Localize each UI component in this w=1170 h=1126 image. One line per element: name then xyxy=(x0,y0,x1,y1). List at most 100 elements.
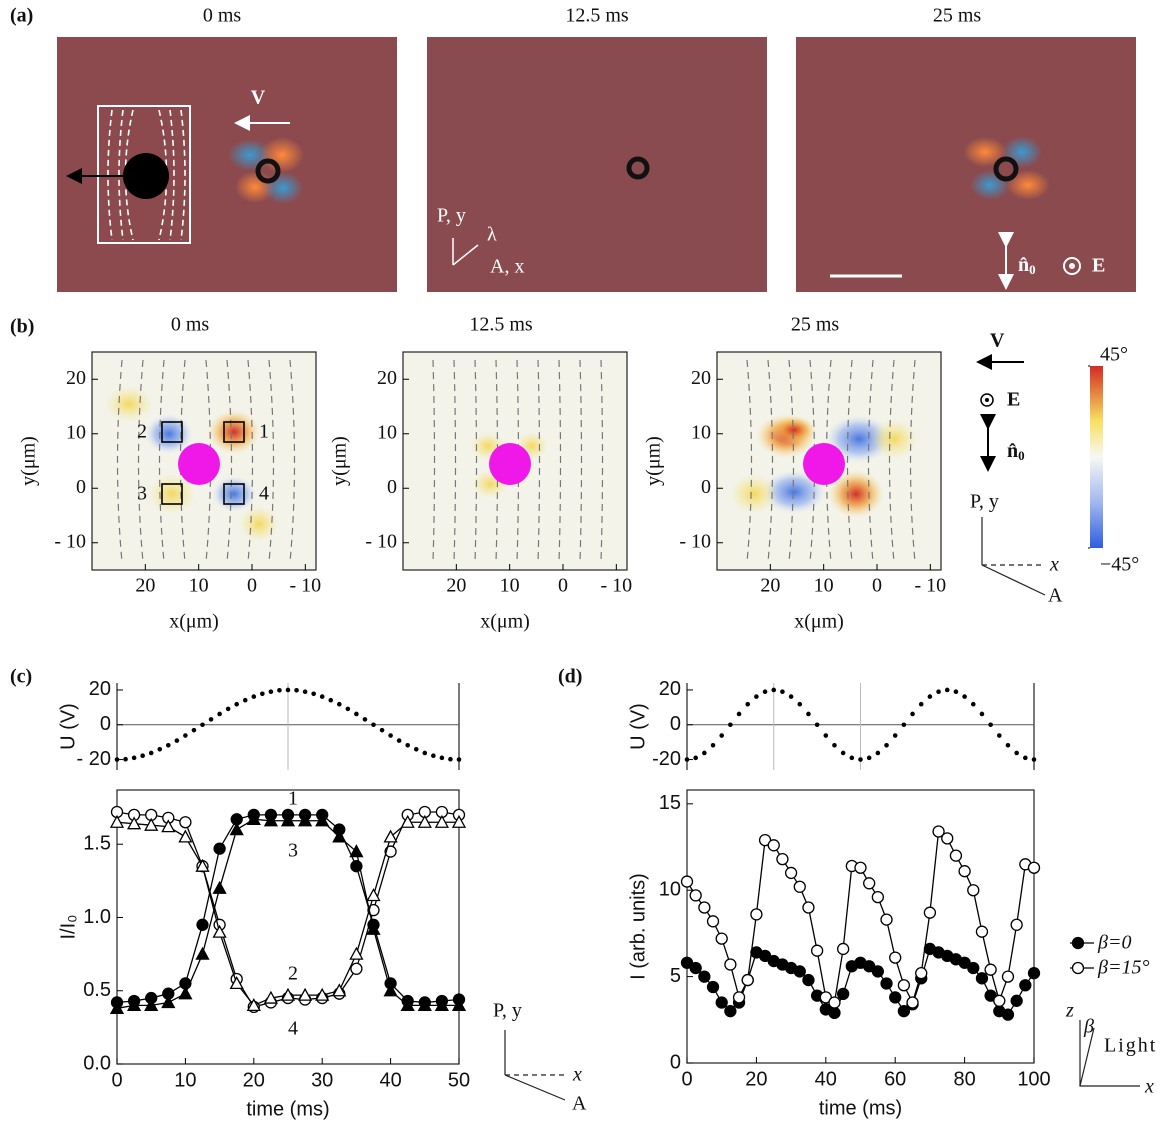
c-polarizer xyxy=(504,1030,566,1101)
marker xyxy=(941,832,954,845)
roi-label: 3 xyxy=(137,483,147,505)
marker xyxy=(776,852,789,866)
data-dot xyxy=(1023,755,1028,761)
director-symbol: n̂ xyxy=(1018,254,1029,276)
marker xyxy=(366,921,381,935)
marker xyxy=(897,1005,911,1018)
panel-label: (a) xyxy=(10,5,33,27)
data-dot xyxy=(754,694,759,699)
y-axis-label: U (V) xyxy=(627,703,649,750)
legend-label: β=0 xyxy=(1097,932,1131,954)
colorbar-tick-label: 45° xyxy=(1100,344,1128,366)
data-dot xyxy=(328,697,334,703)
marker xyxy=(195,858,210,872)
heatmap-blob xyxy=(730,474,778,514)
marker xyxy=(880,913,893,926)
director-line xyxy=(432,359,436,563)
director-line xyxy=(247,359,254,563)
data-dot xyxy=(354,711,359,717)
plot-frame xyxy=(91,351,317,571)
data-dot xyxy=(997,733,1002,738)
marker xyxy=(715,932,728,945)
y-tick-label: 10 xyxy=(691,421,711,443)
director-line xyxy=(137,359,144,563)
marker xyxy=(689,961,702,975)
particle xyxy=(489,443,531,485)
marker xyxy=(967,961,980,975)
heatmap-blob xyxy=(828,470,884,518)
x-tick-label: 30 xyxy=(311,1069,333,1091)
x-axis-label: time (ms) xyxy=(246,1098,329,1120)
x-tick-label: 10 xyxy=(814,575,834,597)
wavelength-label: λ xyxy=(487,224,497,246)
marker xyxy=(246,998,261,1012)
data-dot xyxy=(745,701,751,707)
director-line xyxy=(746,359,753,563)
marker xyxy=(923,906,937,919)
series-label: 2 xyxy=(288,963,298,985)
heatmap-blob xyxy=(208,410,260,454)
plot-frame xyxy=(686,789,1035,1064)
marker xyxy=(350,962,363,975)
y-tick-label: - 20 xyxy=(77,748,111,770)
y-tick-label: 0.5 xyxy=(83,979,111,1001)
marker xyxy=(332,983,347,997)
director-line xyxy=(558,359,562,563)
marker xyxy=(384,845,397,858)
panel-title: 25 ms xyxy=(933,5,982,27)
data-dot xyxy=(970,701,976,707)
marker xyxy=(967,884,980,897)
y-axis-label: y(μm) xyxy=(643,436,665,486)
director-label: n̂0 xyxy=(1018,254,1036,277)
plot-frame xyxy=(402,351,628,571)
y-tick-label: 1.5 xyxy=(83,832,111,854)
data-dot xyxy=(840,750,846,756)
series-label: 3 xyxy=(288,840,298,862)
polarizer-label: P, y xyxy=(970,491,999,513)
marker xyxy=(802,901,815,914)
x-tick-label: 0 xyxy=(111,1069,122,1091)
y-tick-label: 15 xyxy=(659,792,681,814)
data-dot xyxy=(294,688,299,693)
panel-label: (c) xyxy=(10,666,32,688)
marker xyxy=(949,849,963,862)
data-dot xyxy=(251,694,257,699)
marker xyxy=(837,987,850,1001)
data-dot xyxy=(302,689,308,694)
x-tick-label: 10 xyxy=(500,575,520,597)
x-tick-label: - 10 xyxy=(600,575,632,597)
data-dot xyxy=(242,697,248,703)
marker xyxy=(213,842,226,855)
marker xyxy=(263,990,278,1004)
marker xyxy=(706,980,720,994)
heatmap-blob xyxy=(105,386,153,422)
analyzer-label: A, x xyxy=(490,256,524,278)
marker xyxy=(698,970,711,983)
marker xyxy=(1001,1008,1015,1021)
legend-marker xyxy=(1071,936,1085,950)
marker xyxy=(689,889,702,902)
velocity-label: V xyxy=(251,87,266,109)
data-dot xyxy=(797,701,803,707)
marker xyxy=(144,817,159,831)
marker xyxy=(332,829,347,843)
marker xyxy=(706,915,720,928)
data-dot xyxy=(875,750,881,756)
x-tick-label: - 10 xyxy=(914,575,946,597)
analyzer-label: A xyxy=(1048,585,1063,607)
marker xyxy=(715,996,728,1009)
data-dot xyxy=(131,755,137,761)
marker xyxy=(837,942,850,956)
marker xyxy=(767,839,780,852)
director-line xyxy=(453,359,457,563)
data-dot xyxy=(225,706,231,712)
x-tick-label: 20 xyxy=(446,575,466,597)
data-dot xyxy=(413,746,419,752)
heatmap-blob xyxy=(772,416,816,444)
data-dot xyxy=(285,687,291,693)
data-dot xyxy=(337,701,342,707)
director-line xyxy=(268,359,275,563)
y-tick-label: 0 xyxy=(701,476,711,498)
heatmap-blob xyxy=(239,506,279,542)
